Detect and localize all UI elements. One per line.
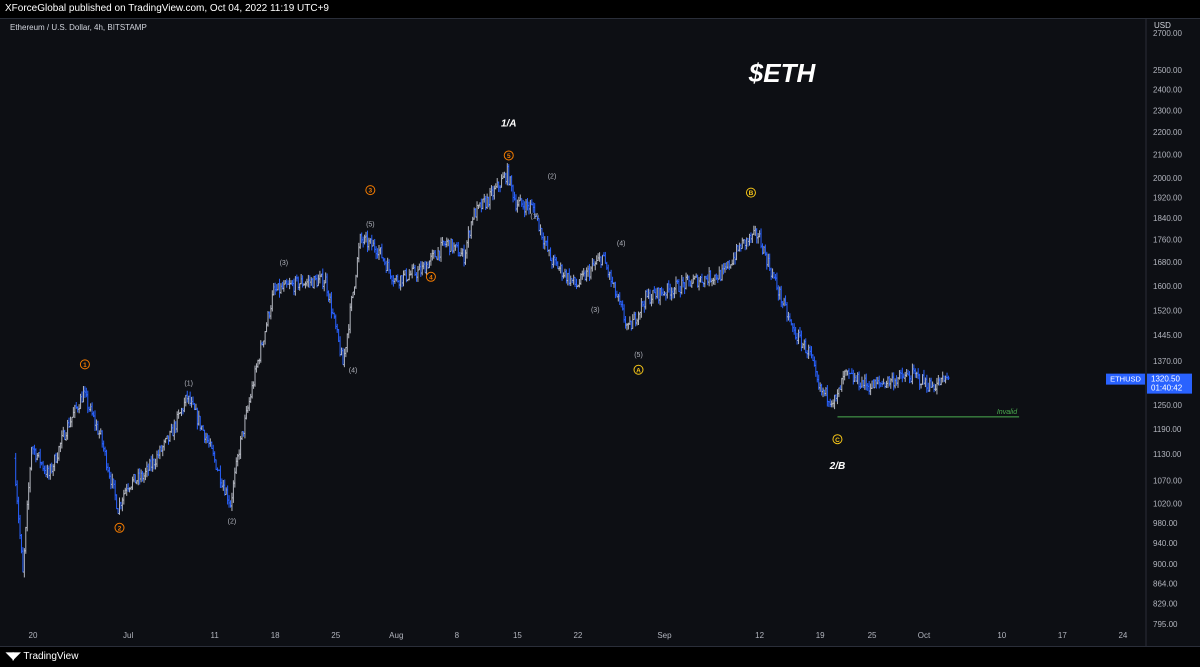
wave-degree-label: 1/A	[501, 118, 517, 129]
price-tag-countdown: 01:40:42	[1151, 384, 1183, 393]
currency-label: USD	[1154, 21, 1171, 30]
publisher-text: XForceGlobal published on TradingView.co…	[5, 3, 329, 14]
y-tick-label: 1250.00	[1153, 401, 1182, 410]
y-tick-label: 1190.00	[1153, 425, 1182, 434]
x-tick-label: 25	[331, 631, 340, 640]
y-tick-label: 900.00	[1153, 560, 1178, 569]
subwave-label: (1)	[184, 380, 193, 387]
x-tick-label: Oct	[918, 631, 931, 640]
subwave-label: (1)	[530, 214, 539, 221]
wave-label: A	[636, 367, 641, 374]
subwave-label: (2)	[228, 518, 237, 525]
y-tick-label: 795.00	[1153, 620, 1178, 629]
subwave-label: (4)	[349, 368, 358, 375]
x-tick-label: Sep	[657, 631, 672, 640]
y-tick-label: 2200.00	[1153, 128, 1182, 137]
wave-label: 5	[507, 153, 511, 160]
y-tick-label: 940.00	[1153, 539, 1178, 548]
wave-label-circle	[832, 434, 843, 445]
wave-label-circle	[114, 522, 125, 533]
tradingview-name: TradingView	[23, 651, 79, 662]
symbol-tag-bg	[1106, 373, 1145, 385]
wave-label-circle	[633, 364, 644, 375]
tradingview-logo-icon: ◥◤	[6, 651, 20, 662]
x-tick-label: 24	[1118, 631, 1127, 640]
price-tag-value: 1320.50	[1151, 375, 1180, 384]
subwave-label: (3)	[591, 307, 600, 314]
symbol-description: Ethereum / U.S. Dollar, 4h, BITSTAMP	[10, 23, 147, 32]
y-tick-label: 1520.00	[1153, 307, 1182, 316]
x-tick-label: Aug	[389, 631, 403, 640]
price-bars	[14, 163, 950, 578]
wave-label: 1	[83, 362, 87, 369]
time-axis[interactable]: 20 Jul 11 18 25 Aug 8 15 22 Sep 12 19 25 Oct 10 17 24	[29, 631, 1128, 640]
subwave-label: (3)	[280, 260, 289, 267]
y-tick-label: 1920.00	[1153, 194, 1182, 203]
x-tick-label: Jul	[123, 631, 133, 640]
publisher-header: XForceGlobal published on TradingView.co…	[0, 0, 1200, 19]
wave-label: 4	[429, 274, 433, 281]
x-tick-label: 8	[455, 631, 460, 640]
y-tick-label: 864.00	[1153, 580, 1178, 589]
x-tick-label: 25	[868, 631, 877, 640]
price-tag-bg	[1147, 373, 1192, 394]
y-tick-label: 2500.00	[1153, 66, 1182, 75]
wave-label: 3	[369, 188, 373, 195]
y-tick-label: 1370.00	[1153, 357, 1182, 366]
symbol-tag: ETHUSD	[1110, 375, 1141, 384]
x-tick-label: 19	[816, 631, 825, 640]
y-tick-label: 1680.00	[1153, 258, 1182, 267]
wave-label-circle	[503, 150, 514, 161]
wave-label: 2	[118, 525, 122, 532]
y-tick-label: 2000.00	[1153, 174, 1182, 183]
price-chart[interactable]: Ethereum / U.S. Dollar, 4h, BITSTAMP $ET…	[0, 18, 1200, 646]
subwave-label: (5)	[366, 221, 375, 228]
y-tick-label: 980.00	[1153, 519, 1178, 528]
x-tick-label: 15	[513, 631, 522, 640]
footer-bar: ◥◤ TradingView	[0, 646, 1200, 667]
y-tick-label: 1760.00	[1153, 236, 1182, 245]
wave-degree-label: 2/B	[829, 461, 846, 472]
y-tick-label: 2400.00	[1153, 86, 1182, 95]
wave-label-circle	[425, 271, 436, 282]
invalidation-label: Invalid	[997, 409, 1018, 416]
y-tick-label: 2100.00	[1153, 150, 1182, 159]
x-tick-label: 20	[29, 631, 38, 640]
y-tick-label: 1130.00	[1153, 450, 1182, 459]
y-tick-label: 1840.00	[1153, 214, 1182, 223]
y-tick-label: 1445.00	[1153, 331, 1182, 340]
wave-label-circle	[365, 185, 376, 196]
y-tick-label: 2700.00	[1153, 29, 1182, 38]
wave-label-circle	[79, 359, 90, 370]
wave-label: C	[835, 437, 840, 444]
y-tick-label: 1070.00	[1153, 476, 1182, 485]
chart-title: $ETH	[748, 58, 817, 88]
y-tick-label: 1020.00	[1153, 499, 1182, 508]
x-tick-label: 22	[573, 631, 582, 640]
subwave-label: (4)	[617, 240, 626, 247]
wave-label: B	[749, 190, 754, 197]
x-tick-label: 18	[271, 631, 280, 640]
subwave-label: (2)	[548, 173, 557, 180]
y-tick-label: 1600.00	[1153, 282, 1182, 291]
x-tick-label: 12	[755, 631, 764, 640]
y-tick-label: 829.00	[1153, 600, 1178, 609]
x-tick-label: 11	[210, 631, 219, 640]
y-tick-label: 2300.00	[1153, 106, 1182, 115]
wave-annotations: 1 2 3 4 5 A B C (1) (2) (3) (4) (5) (1) (2) (3) (4) (5) 1/…	[79, 118, 1020, 533]
tradingview-brand[interactable]: ◥◤ TradingView	[6, 651, 78, 662]
wave-label-circle	[745, 187, 756, 198]
x-tick-label: 17	[1058, 631, 1067, 640]
subwave-label: (5)	[634, 352, 643, 359]
price-axis[interactable]: 2700.00 2500.00 2400.00 2300.00 2200.00 2100.…	[1153, 29, 1182, 629]
x-tick-label: 10	[997, 631, 1006, 640]
